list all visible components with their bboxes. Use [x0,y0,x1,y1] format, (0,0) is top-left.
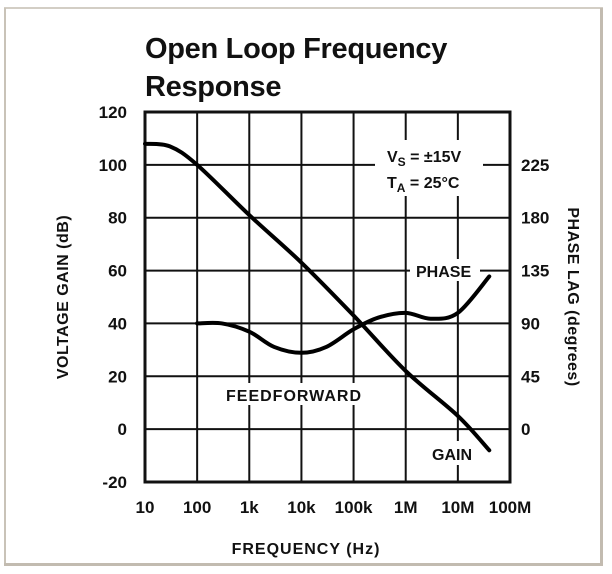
gain-curve [143,141,492,453]
y2-tick-label: 0 [521,420,530,439]
vs-annotation: VS = ±15V [387,149,462,169]
annotation-bg [375,140,483,196]
y2-tick-label: 225 [521,156,549,175]
y-tick-label: 60 [108,262,127,281]
y-tick-label: 120 [99,103,127,122]
frame-border-top [4,7,603,9]
y-tick-label: 100 [99,156,127,175]
x-axis-ticks: 10 100 1k 10k 100k 1M 10M 100M [136,498,532,517]
chart-title: Open Loop Frequency Response [145,30,447,106]
y2-tick-label: 180 [521,209,549,228]
y-axis-label: VOLTAGE GAIN (dB) [55,215,72,379]
y2-tick-label: 45 [521,367,540,386]
title-line-2: Response [145,71,282,103]
frame-border-left [4,8,6,564]
x-tick-label: 100 [183,498,211,517]
y-tick-label: 40 [108,314,127,333]
plot-area [143,110,512,484]
phase-label: PHASE [416,264,471,281]
title-line-1: Open Loop Frequency [145,33,448,65]
x-axis-label: FREQUENCY (Hz) [232,541,381,558]
feedforward-label: FEEDFORWARD [226,388,362,405]
x-tick-label: 100k [335,498,373,517]
y-tick-label: -20 [102,473,127,492]
frame-border-bottom [4,563,603,566]
phase-curve [195,274,492,355]
y2-tick-label: 135 [521,262,549,281]
feedforward-label-bg [222,383,374,405]
y-axis-ticks: 120 100 80 60 40 20 0 -20 [99,103,127,492]
y-tick-label: 80 [108,209,127,228]
frame-border-right [600,8,603,564]
y2-axis-ticks: 225 180 135 90 45 0 [521,156,549,439]
x-tick-label: 100M [489,498,532,517]
x-tick-label: 10 [136,498,155,517]
x-tick-label: 10k [287,498,316,517]
y-tick-label: 20 [108,367,127,386]
phase-label-bg [410,259,480,281]
y2-axis-label: PHASE LAG (degrees) [564,207,581,386]
gain-label: GAIN [432,447,472,464]
x-tick-label: 10M [441,498,474,517]
ta-annotation: TA = 25°C [387,175,460,195]
gain-label-bg [428,441,484,465]
y-tick-label: 0 [118,420,127,439]
x-tick-label: 1M [394,498,418,517]
x-tick-label: 1k [240,498,259,517]
y2-tick-label: 90 [521,314,540,333]
